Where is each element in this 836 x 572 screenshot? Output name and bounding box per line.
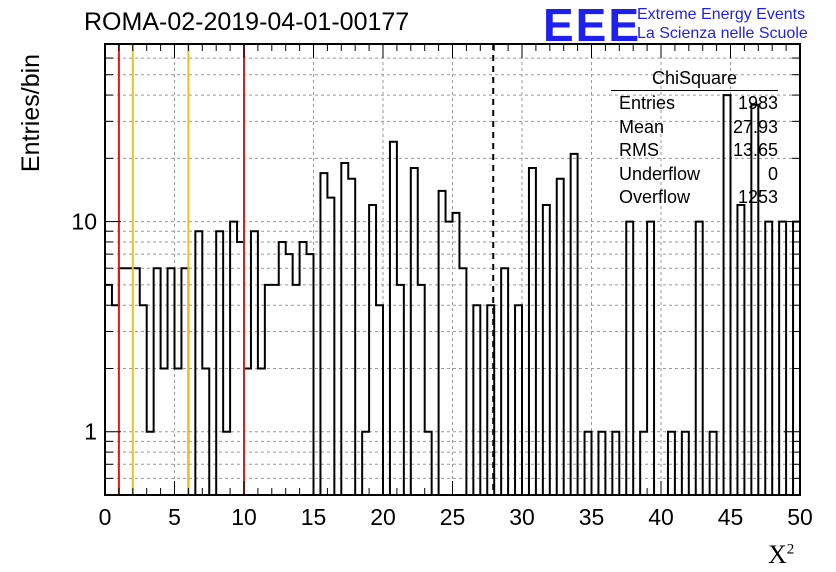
logo-line-1: Extreme Energy Events — [637, 6, 806, 23]
stats-row-overflow: Overflow 1253 — [619, 187, 778, 207]
histogram — [105, 94, 800, 496]
x-tick-label: 5 — [168, 504, 181, 530]
x-tick-label: 0 — [99, 504, 112, 530]
stats-row-underflow: Underflow 0 — [619, 163, 778, 184]
x-tick-label: 25 — [440, 504, 466, 530]
stats-title: ChiSquare — [611, 68, 778, 91]
x-tick-label: 20 — [370, 504, 396, 530]
y-tick-label: 10 — [71, 209, 97, 235]
x-axis-label: X2 — [768, 540, 795, 569]
stats-row-mean: Mean 27.93 — [619, 116, 778, 137]
marker-lines — [117, 44, 495, 495]
x-tick-label: 45 — [718, 504, 744, 530]
y-axis-label: Entries/bin — [17, 53, 45, 173]
x-tick-label: 50 — [787, 504, 813, 530]
stats-row-entries: Entries 1983 — [619, 93, 778, 113]
x-tick-label: 10 — [231, 504, 257, 530]
x-tick-label: 30 — [509, 504, 535, 530]
chart-title: ROMA-02-2019-04-01-00177 — [84, 8, 410, 36]
logo-line-2: La Scienza nelle Scuole — [637, 25, 808, 42]
x-tick-label: 35 — [579, 504, 605, 530]
stats-row-rms: RMS 13.65 — [619, 140, 778, 160]
y-tick-label: 1 — [84, 419, 97, 445]
x-tick-label: 15 — [301, 504, 327, 530]
histogram-outline — [105, 94, 800, 496]
axes: 0 5 10 15 20 25 30 35 40 45 50 1 10 — [71, 43, 813, 530]
x-tick-label: 40 — [648, 504, 674, 530]
eee-logo: EEE — [543, 0, 642, 51]
stats-box: ChiSquare Entries 1983 Mean 27.93 RMS 13.65… — [611, 68, 778, 211]
